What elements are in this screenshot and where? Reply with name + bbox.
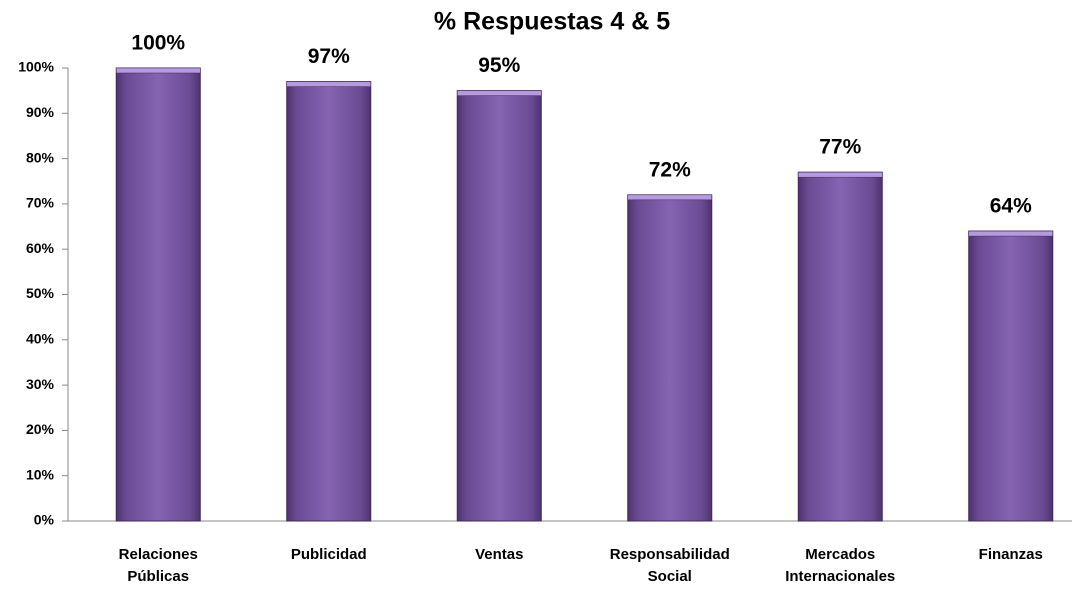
- y-tick-label: 80%: [26, 149, 55, 165]
- bar: [797, 171, 883, 522]
- x-tick-label: Responsabilidad Social: [609, 546, 730, 585]
- x-tick-label: Publicidad: [290, 546, 367, 563]
- y-tick-label: 20%: [26, 421, 55, 437]
- bar-cap: [457, 90, 542, 96]
- bar-cap: [968, 230, 1053, 237]
- y-tick-label: 60%: [26, 240, 55, 256]
- bar-cap: [116, 67, 201, 74]
- bar: [456, 90, 542, 522]
- y-tick-label: 50%: [26, 285, 55, 301]
- bar-cap: [286, 81, 371, 87]
- bar: [286, 81, 372, 522]
- bar-cap: [627, 194, 712, 201]
- x-tick-label: Relaciones Públicas: [118, 546, 198, 585]
- data-label: 77%: [819, 136, 861, 159]
- data-label: 72%: [649, 158, 691, 181]
- x-tick-label: Ventas: [475, 546, 524, 563]
- bar-cap: [798, 171, 883, 178]
- data-label: 95%: [478, 54, 520, 77]
- bar: [968, 230, 1054, 522]
- y-tick-label: 0%: [34, 512, 55, 528]
- x-tick-label: Mercados Internacionales: [785, 546, 896, 585]
- data-label: 64%: [990, 195, 1032, 218]
- chart-title: % Respuestas 4 & 5: [434, 8, 670, 36]
- bar: [627, 194, 713, 522]
- data-label: 100%: [131, 32, 185, 55]
- y-tick-label: 10%: [26, 466, 55, 482]
- y-tick-label: 100%: [18, 59, 54, 75]
- y-tick-label: 90%: [26, 104, 55, 120]
- y-tick-label: 30%: [26, 376, 55, 392]
- x-tick-label: Finanzas: [978, 546, 1043, 563]
- y-tick-label: 40%: [26, 331, 55, 347]
- data-label: 97%: [308, 45, 350, 68]
- y-tick-label: 70%: [26, 195, 55, 211]
- bar: [115, 67, 201, 522]
